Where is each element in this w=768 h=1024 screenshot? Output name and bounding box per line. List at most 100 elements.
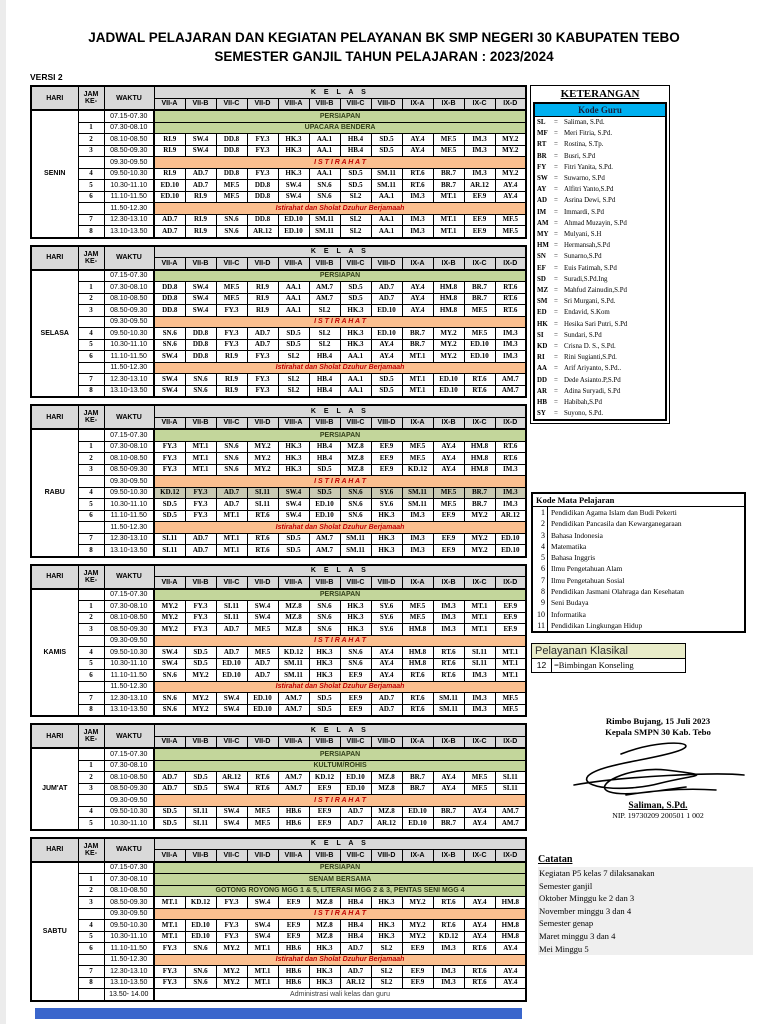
teacher-row: HB = Habibah,S.Pd [535,397,665,408]
header-hari: HARI [30,564,79,589]
lesson-cell: RI.9 [153,167,186,180]
lesson-cell: AM.7 [308,532,341,545]
class-header-vii-d: VII-D [246,735,279,749]
class-header-ix-d: IX-D [494,735,527,749]
mapel-list: 1 Pendidikan Agama Islam dan Budi Pekerti… [533,507,744,632]
class-header-ix-c: IX-C [463,735,496,749]
lesson-cell: BR.7 [432,817,465,830]
span-row-orange: I S T I R A H A T [153,907,527,920]
header-jam-line2: KE- [84,849,98,857]
lesson-cell: SN.6 [215,213,248,226]
lesson-cell: AY.4 [494,965,527,978]
class-header-ix-a: IX-A [401,416,434,430]
schedule-row: 13.50- 14.00 Administrasi wali kelas dan … [31,988,527,1001]
lesson-cell: AY.4 [494,976,527,989]
teacher-name: Hermansah,S.Pd [564,242,610,250]
lesson-cell: AM.7 [494,384,527,398]
jam-cell: 6 [77,509,105,522]
lesson-cell: ED.10 [494,544,527,557]
teacher-code: EF [537,264,546,272]
lesson-cell: HK.3 [339,338,372,351]
lesson-cell: HK.3 [277,167,310,180]
lesson-cell: EF.9 [370,452,403,465]
lesson-cell: HK.3 [308,646,341,659]
equals-sign: = [554,197,558,205]
lesson-cell: SN.6 [308,190,341,203]
lesson-cell: SD.5 [339,179,372,192]
header-kelas: K E L A S [153,85,527,99]
jam-cell: 7 [77,692,105,705]
lesson-cell: AY.4 [370,657,403,670]
lesson-cell: AR.12 [215,771,248,784]
time-cell: 07.30-08.10 [103,600,155,613]
time-cell: 12.30-13.10 [103,965,155,978]
teacher-row: RT = Rostina, S.Tp. [535,139,665,150]
lesson-cell: SI.2 [277,350,310,363]
lesson-cell: MT.1 [432,225,465,238]
lesson-cell: HK.3 [277,463,310,476]
lesson-cell: SW.4 [184,304,217,317]
mapel-number: 9 [533,597,548,609]
signature-nip: NIP. 19730209 200501 1 002 [612,811,704,820]
lesson-cell: SI.2 [370,942,403,955]
lesson-cell: RT.6 [432,669,465,682]
lesson-cell: SN.6 [215,463,248,476]
lesson-cell: AD.7 [339,942,372,955]
header-hari: HARI [30,245,79,270]
lesson-cell: SN.6 [184,965,217,978]
lesson-cell: SI.11 [463,646,496,659]
lesson-cell: AM.7 [277,692,310,705]
lesson-cell: MY.2 [184,692,217,705]
class-header-ix-a: IX-A [401,97,434,111]
lesson-cell: SW.4 [246,611,279,624]
teacher-name: Saliman, S.Pd. [564,119,605,126]
lesson-cell: SI.2 [308,338,341,351]
lesson-cell: FY.3 [215,304,248,317]
teacher-row: DD = Dede Asianto.P,S.Pd [535,375,665,386]
lesson-cell: MY.2 [494,144,527,157]
lesson-cell: SD.5 [370,133,403,146]
class-header-viii-c: VIII-C [339,257,372,270]
equals-sign: = [554,298,558,306]
jam-cell: 8 [77,976,105,989]
schedule-row: 8 13.10-13.50 FY.3 SN.6 MY.2 MT.1 HB.6 HK.3 AR.1… [31,976,527,989]
teacher-name: Suwarno, S.Pd [564,175,605,183]
teacher-code: DD [537,376,547,384]
header-hari: HARI [30,723,79,749]
lesson-cell: SM.11 [432,692,465,705]
schedule-row: 11.50-12.30 Istirahat dan Sholat Dzuhur B… [31,521,527,534]
header-hari: HARI [30,85,79,111]
lesson-cell: MT.1 [215,509,248,522]
lesson-cell: HK.3 [370,896,403,909]
time-cell: 11.50-12.30 [103,202,155,215]
schedule-row: JUM'AT 07.15-07.30 PERSIAPAN [30,747,527,830]
header-kelas: K E L A S [153,837,527,850]
lesson-cell: FY.3 [153,452,186,465]
jam-cell: 2 [77,292,105,305]
lesson-cell: ED.10 [463,338,496,351]
header-hari: HARI [30,404,79,430]
schedule-row: 11.50-12.30 Istirahat dan Sholat Dzuhur B… [31,202,527,215]
lesson-cell: AD.7 [339,965,372,978]
jam-cell: 5 [77,930,105,943]
class-header-ix-a: IX-A [401,849,434,862]
lesson-cell: RI.9 [153,144,186,157]
equals-sign: = [554,410,558,418]
time-cell: 07.30-08.10 [103,281,155,294]
schedule-row: 09.30-09.50 I S T I R A H A T [31,475,527,488]
time-cell: 10.30-11.10 [103,338,155,351]
lesson-cell: ED.10 [401,817,434,830]
lesson-cell: RI.9 [246,281,279,294]
lesson-cell: ED.10 [401,805,434,818]
lesson-cell: SI.11 [215,611,248,624]
span-row-green: PERSIAPAN [153,109,527,123]
lesson-cell: MY.2 [184,669,217,682]
jam-cell: 2 [77,771,105,784]
lesson-cell: MY.2 [246,452,279,465]
schedule-row: 7 12.30-13.10 AD.7 RI.9 SN.6 DD.8 ED.10 SM.11 SI… [31,213,527,226]
lesson-cell: FY.3 [246,167,279,180]
lesson-cell: ED.10 [184,919,217,932]
lesson-cell: AD.7 [153,771,186,784]
lesson-cell: RT.6 [463,942,496,955]
teacher-name: Rostina, S.Tp. [564,141,604,149]
